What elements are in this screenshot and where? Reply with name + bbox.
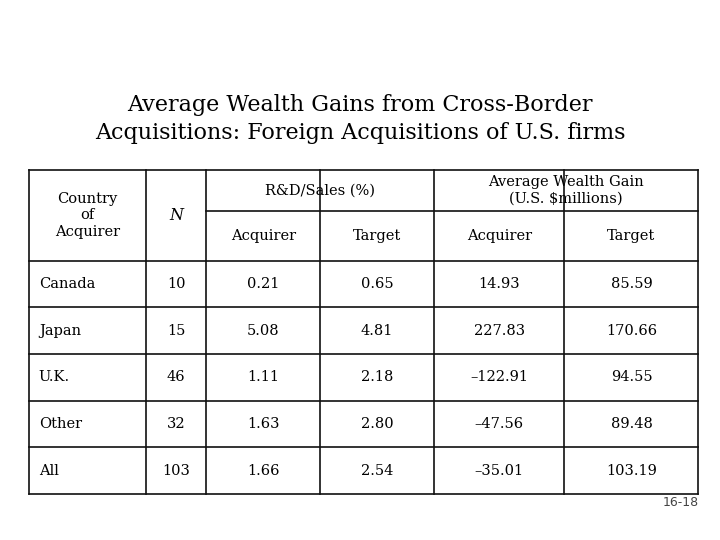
Text: 89.48: 89.48 [611, 417, 652, 431]
Text: 227.83: 227.83 [474, 324, 525, 338]
Text: Target: Target [353, 229, 401, 243]
Text: 46: 46 [167, 370, 186, 384]
Text: 16-18: 16-18 [662, 496, 698, 509]
Text: R&D/Sales (%): R&D/Sales (%) [265, 184, 375, 198]
Text: 1.63: 1.63 [247, 417, 279, 431]
Text: All: All [39, 464, 59, 478]
Text: –122.91: –122.91 [470, 370, 528, 384]
Text: 10: 10 [167, 277, 185, 291]
Text: Acquirer: Acquirer [467, 229, 532, 243]
Text: 170.66: 170.66 [606, 324, 657, 338]
Text: 2.80: 2.80 [361, 417, 393, 431]
Text: 0.21: 0.21 [247, 277, 279, 291]
Text: 4.81: 4.81 [361, 324, 393, 338]
Text: U.K.: U.K. [39, 370, 70, 384]
Text: 85.59: 85.59 [611, 277, 652, 291]
Text: 103.19: 103.19 [606, 464, 657, 478]
Text: Average Wealth Gain
(U.S. $millions): Average Wealth Gain (U.S. $millions) [488, 175, 644, 206]
Text: 2.18: 2.18 [361, 370, 393, 384]
Text: –35.01: –35.01 [474, 464, 523, 478]
Text: 32: 32 [167, 417, 186, 431]
Text: 15: 15 [167, 324, 185, 338]
Text: 94.55: 94.55 [611, 370, 652, 384]
Text: Average Wealth Gains from Cross-Border
Acquisitions: Foreign Acquisitions of U.S: Average Wealth Gains from Cross-Border A… [95, 94, 625, 144]
Text: Japan: Japan [39, 324, 81, 338]
Text: –47.56: –47.56 [474, 417, 523, 431]
Text: 1.11: 1.11 [247, 370, 279, 384]
Text: Other: Other [39, 417, 82, 431]
Text: Country
of
Acquirer: Country of Acquirer [55, 192, 120, 239]
Text: Acquirer: Acquirer [230, 229, 296, 243]
Text: 2.54: 2.54 [361, 464, 393, 478]
Text: 0.65: 0.65 [361, 277, 393, 291]
Text: N: N [169, 207, 183, 224]
Text: 1.66: 1.66 [247, 464, 279, 478]
Text: 5.08: 5.08 [247, 324, 279, 338]
Text: 103: 103 [162, 464, 190, 478]
Text: 14.93: 14.93 [478, 277, 520, 291]
Text: Target: Target [607, 229, 656, 243]
Text: Canada: Canada [39, 277, 95, 291]
